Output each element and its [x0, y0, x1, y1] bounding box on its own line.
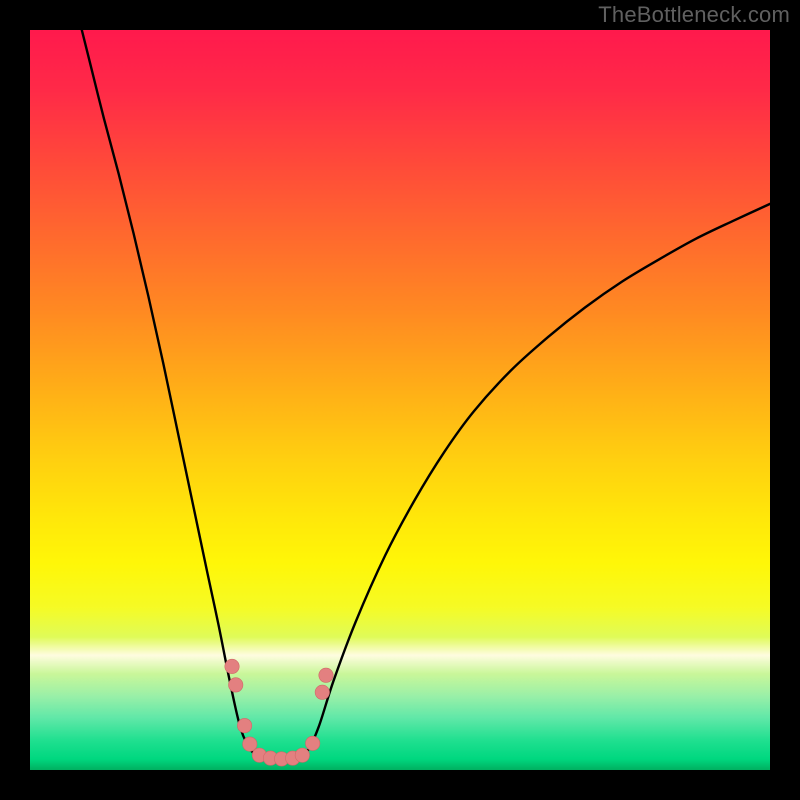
data-marker — [315, 685, 329, 699]
bottleneck-curve — [82, 30, 770, 759]
data-marker — [305, 736, 319, 750]
bottleneck-chart-figure: TheBottleneck.com — [0, 0, 800, 800]
plot-area — [30, 30, 770, 770]
data-marker — [295, 748, 309, 762]
data-marker — [243, 737, 257, 751]
marker-group — [225, 659, 333, 766]
watermark-text: TheBottleneck.com — [598, 2, 790, 28]
data-marker — [225, 659, 239, 673]
data-marker — [319, 668, 333, 682]
data-marker — [229, 678, 243, 692]
curve-layer — [30, 30, 770, 770]
data-marker — [237, 718, 251, 732]
